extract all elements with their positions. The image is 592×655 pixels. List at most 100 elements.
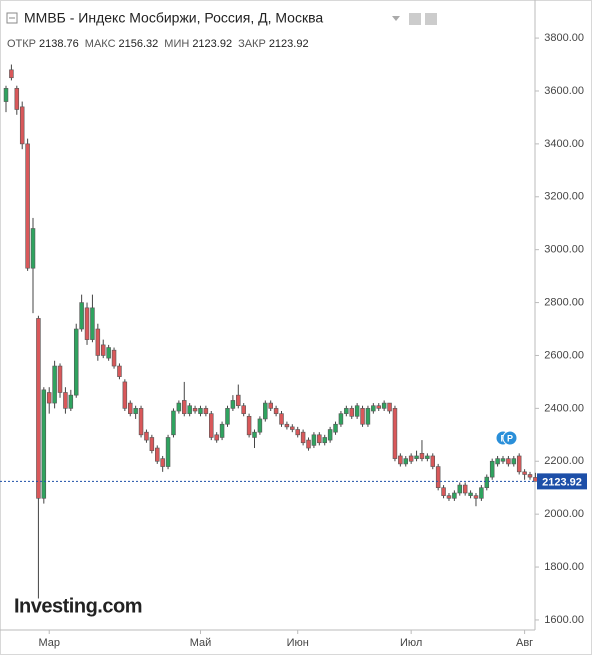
candle-body	[327, 429, 333, 441]
chart-title: ММВБ - Индекс Мосбиржи, Россия, Д, Москв…	[24, 10, 323, 26]
candle-body	[273, 408, 279, 414]
candle-body	[452, 492, 457, 499]
candle-body	[349, 408, 354, 417]
candle-body	[128, 402, 133, 414]
y-tick-label: 3000.00	[544, 244, 584, 256]
candle-body	[252, 431, 257, 438]
stat-label: ОТКР	[7, 38, 36, 50]
candle-body	[73, 328, 79, 396]
x-tick-label: Май	[190, 637, 212, 649]
candle-body	[106, 347, 111, 359]
candle-body	[187, 405, 192, 414]
candle-body	[284, 423, 290, 428]
y-tick-label: 3600.00	[544, 85, 584, 97]
x-tick-label: Июл	[400, 637, 422, 649]
candle-body	[522, 471, 527, 475]
candle-body	[333, 423, 338, 433]
y-tick-label: 1600.00	[544, 614, 584, 626]
dropdown[interactable]	[392, 16, 400, 21]
event-marker-label: Р	[507, 433, 513, 443]
candle-body	[381, 402, 387, 409]
candle-body	[387, 402, 392, 412]
candle-body	[192, 408, 198, 412]
candle-body	[144, 431, 149, 441]
stat-value: 2123.92	[192, 38, 232, 50]
candle-body	[457, 484, 463, 494]
candle-body	[398, 455, 403, 465]
stat-value: 2138.76	[39, 38, 79, 50]
stat-value: 2156.32	[119, 38, 159, 50]
candle-body	[371, 405, 376, 412]
candle-body	[165, 437, 171, 467]
candle-body	[495, 458, 500, 465]
candle-body	[365, 408, 371, 425]
candle-body	[527, 474, 533, 478]
candle-body	[246, 415, 252, 436]
y-tick-label: 2200.00	[544, 455, 584, 467]
x-tick-label: Авг	[516, 637, 533, 649]
candle-body	[100, 344, 106, 356]
candle-body	[263, 402, 268, 420]
candle-body	[317, 434, 322, 444]
candle-body	[30, 228, 36, 269]
candle-body	[138, 408, 144, 436]
candle-body	[41, 389, 47, 499]
candle-body	[322, 437, 327, 444]
candle-body	[430, 455, 436, 467]
candle-body	[171, 410, 176, 436]
candle-body	[295, 429, 300, 436]
y-tick-label: 3800.00	[544, 32, 584, 44]
stat-label: ЗАКР	[238, 38, 266, 50]
candle-body	[225, 408, 230, 425]
candle-body	[79, 302, 84, 330]
candle-body	[111, 349, 117, 367]
stat-label: МИН	[164, 38, 189, 50]
candle-body	[14, 88, 20, 110]
candle-body	[484, 476, 490, 489]
candle-body	[117, 365, 122, 377]
y-tick-label: 1800.00	[544, 561, 584, 573]
candle-body	[279, 413, 284, 425]
candle-body	[403, 458, 408, 465]
candle-body	[46, 392, 52, 404]
candle-body	[36, 318, 41, 499]
stat-value: 2123.92	[269, 38, 309, 50]
candle-body	[257, 418, 263, 433]
y-tick-label: 2800.00	[544, 296, 584, 308]
candle-body	[84, 307, 90, 340]
candle-body	[236, 394, 241, 407]
candle-body	[376, 405, 381, 409]
candle-body	[160, 458, 165, 467]
collapse-icon[interactable]	[6, 12, 18, 24]
candle-body	[414, 455, 419, 459]
candle-body	[95, 328, 101, 356]
settings-icon[interactable]	[409, 13, 421, 25]
candle-body	[203, 408, 209, 414]
candle-body	[360, 408, 365, 425]
candle-body	[19, 106, 25, 145]
y-tick-label: 3400.00	[544, 138, 584, 150]
candle-body	[500, 458, 506, 462]
candle-body	[408, 455, 414, 462]
candle-body	[489, 460, 495, 478]
candle-body	[441, 487, 446, 496]
candle-body	[419, 453, 425, 459]
candle-body	[290, 426, 295, 430]
y-tick-label: 2600.00	[544, 349, 584, 361]
last-price-tag	[537, 473, 587, 490]
candle-body	[446, 495, 452, 499]
candle-body	[133, 408, 138, 414]
close-icon[interactable]	[425, 13, 437, 25]
logo: Investing.com	[14, 595, 142, 617]
candle-body	[3, 88, 9, 102]
y-tick-label: 2000.00	[544, 508, 584, 520]
x-tick-label: Мар	[38, 637, 60, 649]
candle-body	[241, 405, 246, 414]
candle-body	[392, 408, 398, 459]
candle-body	[479, 487, 484, 499]
candle-body	[354, 405, 360, 417]
candle-body	[516, 455, 522, 473]
candle-body	[25, 143, 30, 269]
